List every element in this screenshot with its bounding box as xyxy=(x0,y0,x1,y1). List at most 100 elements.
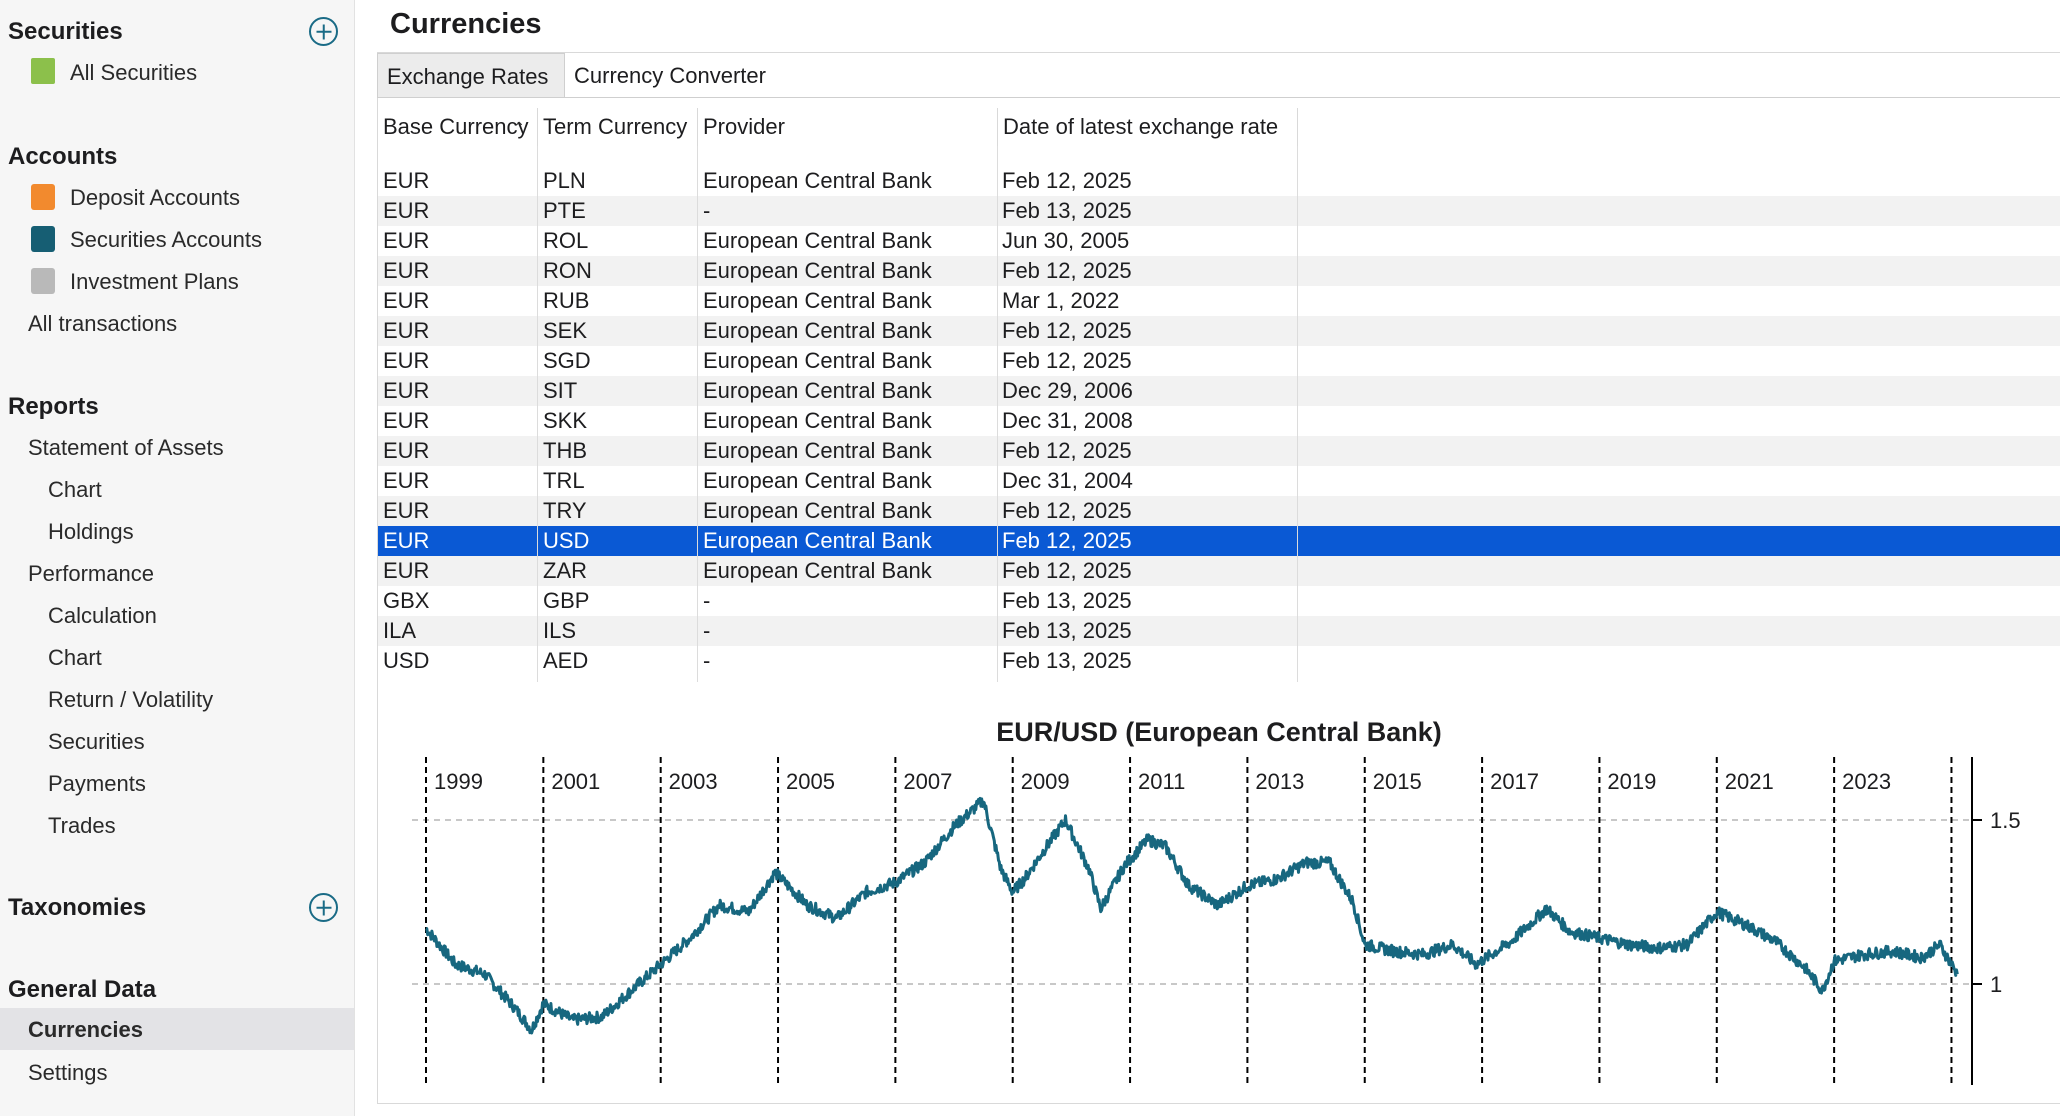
cell-term: ZAR xyxy=(543,558,587,583)
sidebar-item-holdings[interactable]: Holdings xyxy=(48,519,134,544)
cell-provider: European Central Bank xyxy=(703,558,932,583)
cell-base: EUR xyxy=(383,378,430,403)
sidebar-item-securities-report[interactable]: Securities xyxy=(48,729,145,754)
sidebar-item-performance[interactable]: Performance xyxy=(28,561,154,586)
tab-currency-converter[interactable]: Currency Converter xyxy=(574,63,766,88)
cell-provider: - xyxy=(703,618,711,643)
sidebar-item-all-securities[interactable]: All Securities xyxy=(70,60,198,85)
column-divider xyxy=(697,146,698,682)
cell-term: SEK xyxy=(543,318,588,343)
document-icon xyxy=(31,58,55,84)
y-tick-label: 1.5 xyxy=(1990,808,2021,833)
series-line-eur-usd xyxy=(425,796,1959,1035)
cell-provider: European Central Bank xyxy=(703,318,932,343)
sidebar-item-return-volatility[interactable]: Return / Volatility xyxy=(48,687,214,712)
deposit-account-icon xyxy=(31,184,55,210)
sidebar-item-currencies[interactable]: Currencies xyxy=(28,1017,143,1042)
table-row[interactable]: EUR SEK European Central Bank Feb 12, 2025 xyxy=(378,316,2060,346)
sidebar-item-securities-accounts[interactable]: Securities Accounts xyxy=(70,227,262,252)
table-row-selected[interactable]: EUR USD European Central Bank Feb 12, 2025 xyxy=(378,526,2060,556)
column-header-provider[interactable]: Provider xyxy=(698,108,998,146)
sort-ascending-icon: ⌃ xyxy=(513,119,525,135)
cell-date: Feb 12, 2025 xyxy=(1002,318,1132,343)
add-security-icon[interactable] xyxy=(309,17,338,46)
column-divider xyxy=(537,146,538,682)
column-header-term-currency[interactable]: Term Currency xyxy=(538,108,698,146)
x-tick-label: 2003 xyxy=(669,769,718,794)
table-row[interactable]: EUR SGD European Central Bank Feb 12, 2025 xyxy=(378,346,2060,376)
table-row[interactable]: EUR SIT European Central Bank Dec 29, 2006 xyxy=(378,376,2060,406)
cell-term: PTE xyxy=(543,198,586,223)
sidebar-item-trades[interactable]: Trades xyxy=(48,813,116,838)
x-tick-label: 2011 xyxy=(1138,769,1185,794)
table-row[interactable]: USD AED - Feb 13, 2025 xyxy=(378,646,2060,676)
sidebar-item-payments[interactable]: Payments xyxy=(48,771,146,796)
table-row[interactable]: EUR ROL European Central Bank Jun 30, 2005 xyxy=(378,226,2060,256)
cell-date: Feb 12, 2025 xyxy=(1002,498,1132,523)
cell-date: Feb 12, 2025 xyxy=(1002,348,1132,373)
sidebar-item-calculation[interactable]: Calculation xyxy=(48,603,157,628)
sidebar-heading-taxonomies: Taxonomies xyxy=(8,894,147,921)
add-taxonomy-icon[interactable] xyxy=(309,893,338,922)
cell-date: Feb 13, 2025 xyxy=(1002,648,1132,673)
table-row[interactable]: EUR SKK European Central Bank Dec 31, 2008 xyxy=(378,406,2060,436)
table-row[interactable]: EUR ZAR European Central Bank Feb 12, 2025 xyxy=(378,556,2060,586)
sidebar-item-assets-chart[interactable]: Chart xyxy=(48,477,102,502)
main-panel xyxy=(377,52,2060,1104)
cell-base: EUR xyxy=(383,198,430,223)
x-tick-label: 2017 xyxy=(1490,769,1539,794)
cell-date: Feb 12, 2025 xyxy=(1002,438,1132,463)
sidebar-item-all-transactions[interactable]: All transactions xyxy=(28,311,178,336)
cell-date: Feb 12, 2025 xyxy=(1002,258,1132,283)
cell-provider: European Central Bank xyxy=(703,288,932,313)
sidebar-item-investment-plans[interactable]: Investment Plans xyxy=(70,269,239,294)
cell-date: Feb 13, 2025 xyxy=(1002,588,1132,613)
table-row[interactable]: EUR PLN European Central Bank Feb 12, 2025 xyxy=(378,166,2060,196)
table-row[interactable]: EUR TRY European Central Bank Feb 12, 2025 xyxy=(378,496,2060,526)
cell-term: GBP xyxy=(543,588,590,613)
cell-provider: European Central Bank xyxy=(703,348,932,373)
cell-date: Feb 13, 2025 xyxy=(1002,198,1132,223)
securities-account-icon xyxy=(31,226,55,252)
cell-term: AED xyxy=(543,648,589,673)
table-row[interactable]: EUR PTE - Feb 13, 2025 xyxy=(378,196,2060,226)
cell-term: USD xyxy=(543,528,590,553)
sidebar-item-performance-chart[interactable]: Chart xyxy=(48,645,102,670)
chart-title: EUR/USD (European Central Bank) xyxy=(996,717,1442,747)
cell-term: THB xyxy=(543,438,587,463)
sidebar-item-statement-of-assets[interactable]: Statement of Assets xyxy=(28,435,224,460)
table-row[interactable]: GBX GBP - Feb 13, 2025 xyxy=(378,586,2060,616)
cell-date: Feb 12, 2025 xyxy=(1002,168,1132,193)
cell-base: EUR xyxy=(383,438,430,463)
cell-date: Mar 1, 2022 xyxy=(1002,288,1120,313)
cell-provider: - xyxy=(703,648,711,673)
cell-base: EUR xyxy=(383,318,430,343)
sidebar-item-settings[interactable]: Settings xyxy=(28,1060,108,1085)
cell-date: Dec 31, 2004 xyxy=(1002,468,1133,493)
cell-term: RON xyxy=(543,258,592,283)
table-row[interactable]: EUR RON European Central Bank Feb 12, 2025 xyxy=(378,256,2060,286)
table-row[interactable]: EUR THB European Central Bank Feb 12, 2025 xyxy=(378,436,2060,466)
cell-base: EUR xyxy=(383,528,430,553)
cell-base: EUR xyxy=(383,348,430,373)
cell-date: Jun 30, 2005 xyxy=(1002,228,1130,253)
x-tick-label: 2005 xyxy=(786,769,835,794)
x-tick-label: 2007 xyxy=(903,769,952,794)
column-header-base-currency[interactable]: Base Currency ⌃ xyxy=(378,108,538,146)
table-row[interactable]: EUR TRL European Central Bank Dec 31, 2004 xyxy=(378,466,2060,496)
cell-provider: European Central Bank xyxy=(703,528,932,553)
cell-term: SGD xyxy=(543,348,591,373)
cell-base: EUR xyxy=(383,258,430,283)
cell-base: EUR xyxy=(383,408,430,433)
cell-base: EUR xyxy=(383,468,430,493)
cell-base: EUR xyxy=(383,498,430,523)
column-header-latest-date[interactable]: Date of latest exchange rate xyxy=(998,108,1298,146)
sidebar-item-deposit-accounts[interactable]: Deposit Accounts xyxy=(70,185,240,210)
table-row[interactable]: ILA ILS - Feb 13, 2025 xyxy=(378,616,2060,646)
cell-date: Feb 12, 2025 xyxy=(1002,528,1132,553)
cell-date: Feb 12, 2025 xyxy=(1002,558,1132,583)
table-row[interactable]: EUR RUB European Central Bank Mar 1, 2022 xyxy=(378,286,2060,316)
x-tick-label: 2001 xyxy=(551,769,600,794)
cell-provider: - xyxy=(703,198,711,223)
tab-exchange-rates[interactable]: Exchange Rates xyxy=(377,53,565,97)
